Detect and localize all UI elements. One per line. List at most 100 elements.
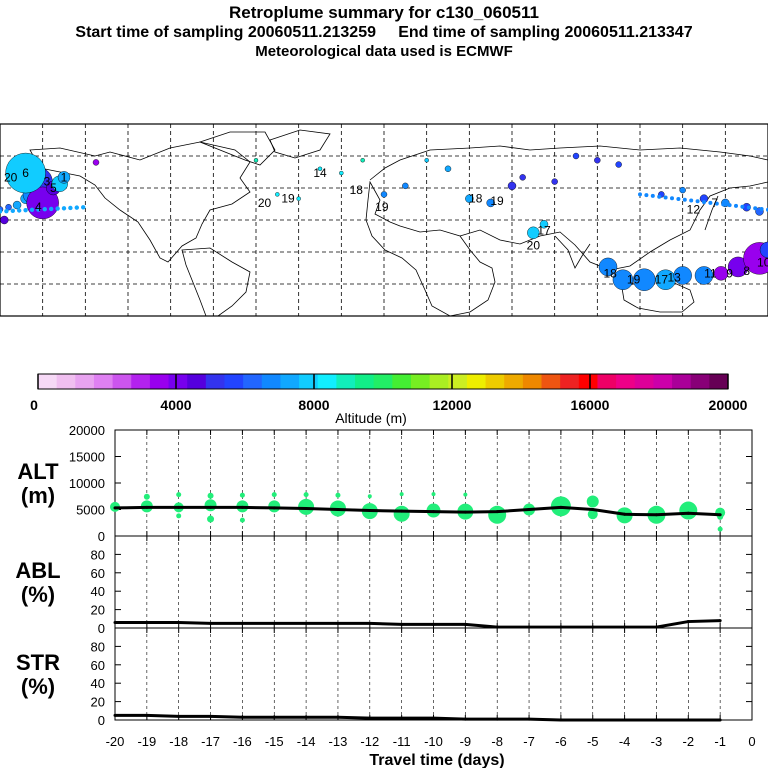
- alt-marker: [239, 517, 245, 523]
- series-line: [115, 713, 721, 722]
- series-point: [654, 513, 658, 517]
- colorbar-swatch: [131, 374, 151, 389]
- plume-day-label: 19: [281, 192, 295, 206]
- plume-day-label: 18: [350, 183, 364, 197]
- series-point: [304, 621, 308, 625]
- plume-day-label: 19: [627, 273, 641, 287]
- coast-north-america: [29, 141, 251, 263]
- y-tick-label: 15000: [69, 450, 105, 465]
- colorbar-swatch: [672, 374, 692, 389]
- series-point: [272, 506, 276, 510]
- colorbar-swatch: [522, 374, 543, 389]
- series-point: [368, 716, 372, 720]
- series-point: [368, 509, 372, 513]
- plume-marker: [551, 178, 558, 185]
- y-tick-label: 20: [91, 695, 105, 710]
- colorbar-swatch: [149, 374, 170, 389]
- series-point: [559, 505, 563, 509]
- series-point: [686, 718, 690, 722]
- coast-eurasia-north: [369, 145, 768, 181]
- alt-marker: [335, 492, 341, 498]
- colorbar-swatch: [93, 374, 114, 389]
- alt-marker: [393, 505, 410, 522]
- plume-marker: [57, 171, 71, 184]
- series-point: [177, 505, 181, 509]
- plume-marker: [507, 181, 517, 191]
- colorbar-swatch: [616, 374, 636, 389]
- plume-marker: [519, 174, 526, 181]
- time-series-panels: 05000100001500020000ALT(m)020406080ABL(%…: [15, 423, 755, 749]
- colorbar-swatch: [410, 374, 431, 389]
- alt-marker: [207, 515, 215, 523]
- series-point: [209, 505, 213, 509]
- plume-dot: [36, 207, 41, 212]
- colorbar-swatch: [317, 374, 337, 389]
- series-point: [495, 717, 499, 721]
- series-point: [113, 713, 117, 717]
- plume-marker: [527, 226, 540, 240]
- plume-marker: [296, 196, 301, 201]
- title-block: Retroplume summary for c130_060511 Start…: [0, 0, 768, 61]
- y-tick-label: 0: [98, 621, 105, 636]
- plume-marker: [253, 158, 259, 163]
- colorbar-swatch: [280, 374, 300, 389]
- plume-dot: [721, 202, 726, 207]
- series-point: [145, 713, 149, 717]
- series-point: [304, 506, 308, 510]
- plume-dot: [638, 192, 642, 197]
- panel-alt: 0 5000 10000 15000 20000 ALT(m): [17, 423, 753, 544]
- colorbar-swatch: [485, 374, 505, 389]
- plume-marker: [673, 266, 692, 285]
- alt-marker: [303, 492, 309, 498]
- alt-marker: [207, 492, 214, 499]
- plume-dot: [695, 199, 700, 204]
- series-point: [272, 715, 276, 719]
- plume-dot: [759, 206, 764, 211]
- plume-day-label: 19: [375, 200, 389, 214]
- panel-frame: [114, 429, 753, 537]
- alt-marker: [268, 500, 281, 513]
- plume-dot: [753, 206, 758, 211]
- colorbar-swatch: [224, 374, 244, 389]
- plume-dot: [650, 193, 655, 198]
- panel-ylabel: (%): [21, 674, 55, 699]
- plume-day-label: 8: [743, 264, 750, 278]
- plume-marker: [539, 220, 549, 229]
- sampling-times: Start time of sampling 20060511.213259 E…: [75, 24, 693, 41]
- colorbar-swatch: [168, 374, 188, 389]
- alt-marker: [399, 492, 404, 497]
- colorbar-swatch: [187, 374, 207, 389]
- x-tick-label: -18: [169, 734, 188, 749]
- x-tick-label: -3: [651, 734, 663, 749]
- series-point: [336, 621, 340, 625]
- colorbar-swatch: [429, 374, 449, 389]
- coastlines: [29, 129, 768, 317]
- series-point: [113, 506, 117, 510]
- panel-ylabel: (%): [21, 582, 55, 607]
- y-tick-label: 80: [91, 547, 105, 562]
- plume-day-label: 13: [667, 271, 681, 285]
- series-point: [368, 621, 372, 625]
- plume-dot: [10, 208, 15, 214]
- plume-dot: [49, 206, 54, 212]
- plume-dot: [746, 205, 751, 210]
- plume-dot: [740, 204, 745, 209]
- series-point: [718, 718, 722, 722]
- series-point: [304, 715, 308, 719]
- series-point: [400, 509, 404, 513]
- alt-marker: [463, 492, 468, 497]
- series-point: [591, 508, 595, 511]
- alt-marker: [271, 492, 277, 498]
- series-point: [240, 715, 244, 719]
- plume-marker: [713, 266, 729, 281]
- y-tick-label: 0: [98, 529, 105, 544]
- plume-day-label: 18: [469, 192, 483, 206]
- colorbar-swatch: [560, 374, 580, 389]
- colorbar-swatch: [578, 374, 598, 389]
- plume-marker: [465, 194, 474, 203]
- colorbar-swatch: [56, 374, 76, 389]
- x-tick-label: -12: [360, 734, 379, 749]
- alt-marker: [367, 494, 372, 499]
- series-point: [145, 620, 149, 624]
